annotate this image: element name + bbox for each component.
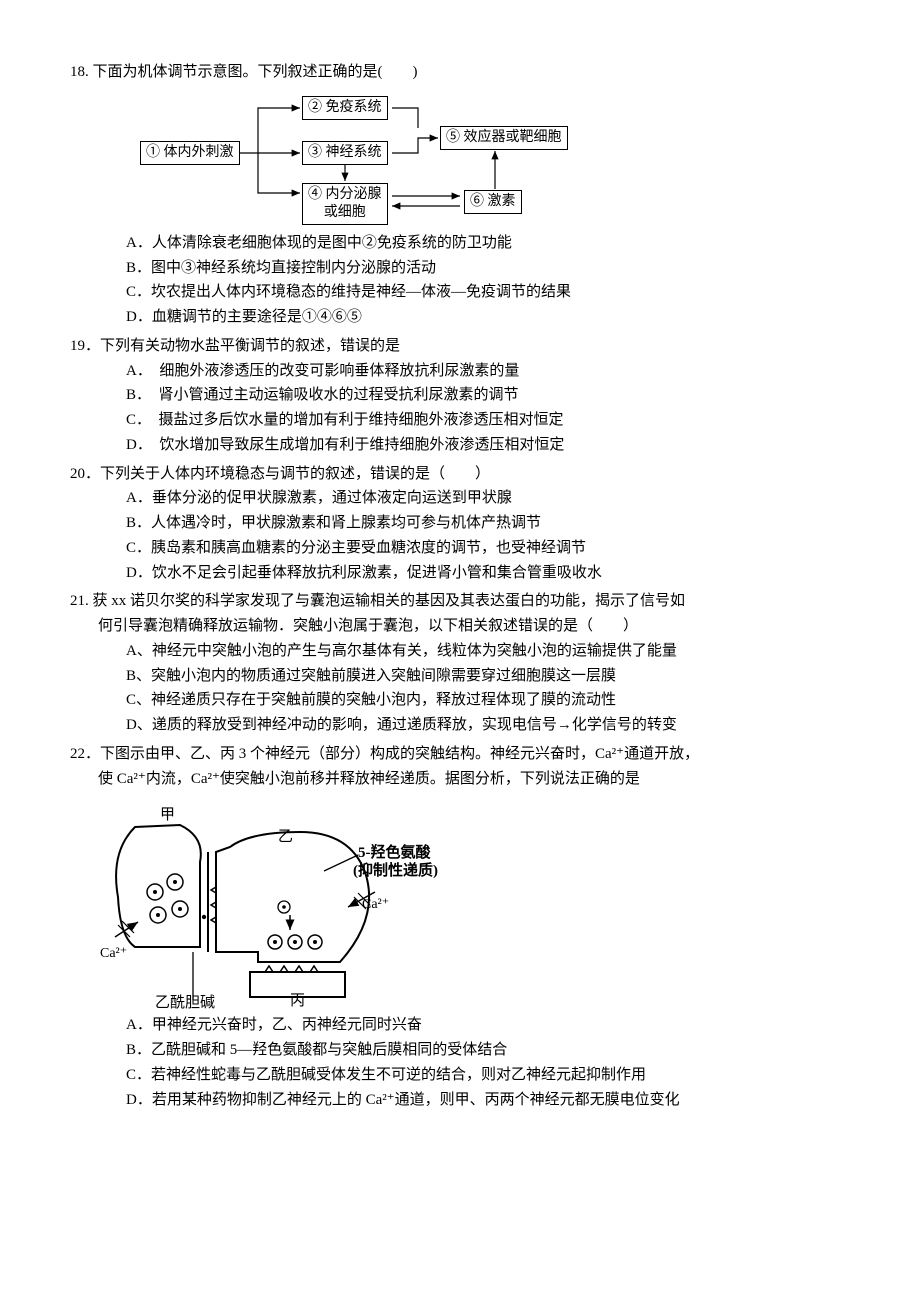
- label-ca-right: Ca²⁺: [362, 893, 389, 916]
- q20-header: 20．下列关于人体内环境稳态与调节的叙述，错误的是（ ）: [70, 462, 850, 487]
- label-jia: 甲: [160, 803, 175, 828]
- q19-header: 19．下列有关动物水盐平衡调节的叙述，错误的是: [70, 334, 850, 359]
- question-22: 22．下图示由甲、乙、丙 3 个神经元（部分）构成的突触结构。神经元兴奋时，Ca…: [70, 742, 850, 1113]
- flow-box-6: ⑥ 激素: [464, 190, 522, 214]
- question-20: 20．下列关于人体内环境稳态与调节的叙述，错误的是（ ） A．垂体分泌的促甲状腺…: [70, 462, 850, 586]
- question-21: 21. 获 xx 诺贝尔奖的科学家发现了与囊泡运输相关的基因及其表达蛋白的功能，…: [70, 589, 850, 738]
- q19-opt-c: C． 摄盐过多后饮水量的增加有利于维持细胞外液渗透压相对恒定: [126, 408, 850, 433]
- q22-opt-d: D．若用某种药物抑制乙神经元上的 Ca²⁺通道，则甲、丙两个神经元都无膜电位变化: [126, 1088, 850, 1113]
- q18-header: 18. 下面为机体调节示意图。下列叙述正确的是( ): [70, 60, 850, 85]
- flow-box-1: ① 体内外刺激: [140, 141, 240, 165]
- q20-opt-a: A．垂体分泌的促甲状腺激素，通过体液定向运送到甲状腺: [126, 486, 850, 511]
- q22-synapse-figure: 甲 乙 丙 乙酰胆碱 5-羟色氨酸 (抑制性递质) Ca²⁺ Ca²⁺: [100, 797, 850, 1007]
- question-19: 19．下列有关动物水盐平衡调节的叙述，错误的是 A． 细胞外液渗透压的改变可影响…: [70, 334, 850, 458]
- q19-opt-a: A． 细胞外液渗透压的改变可影响垂体释放抗利尿激素的量: [126, 359, 850, 384]
- q21-opt-a: A、神经元中突触小泡的产生与高尔基体有关，线粒体为突触小泡的运输提供了能量: [126, 639, 850, 664]
- q21-opt-c: C、神经递质只存在于突触前膜的突触小泡内，释放过程体现了膜的流动性: [126, 688, 850, 713]
- q22-header-line1: 22．下图示由甲、乙、丙 3 个神经元（部分）构成的突触结构。神经元兴奋时，Ca…: [70, 742, 850, 767]
- label-ser2: (抑制性递质): [353, 859, 438, 884]
- label-ca-left: Ca²⁺: [100, 942, 127, 965]
- q19-options: A． 细胞外液渗透压的改变可影响垂体释放抗利尿激素的量 B． 肾小管通过主动运输…: [70, 359, 850, 458]
- flow-box-5: ⑤ 效应器或靶细胞: [440, 126, 568, 150]
- label-yi: 乙: [278, 825, 293, 850]
- q19-opt-b: B． 肾小管通过主动运输吸收水的过程受抗利尿激素的调节: [126, 383, 850, 408]
- q18-opt-c: C．坎农提出人体内环境稳态的维持是神经—体液—免疫调节的结果: [126, 280, 850, 305]
- q22-header-line2: 使 Ca²⁺内流，Ca²⁺使突触小泡前移并释放神经递质。据图分析，下列说法正确的…: [70, 767, 850, 792]
- question-18: 18. 下面为机体调节示意图。下列叙述正确的是( ): [70, 60, 850, 330]
- q22-opt-c: C．若神经性蛇毒与乙酰胆碱受体发生不可逆的结合，则对乙神经元起抑制作用: [126, 1063, 850, 1088]
- q22-options: A．甲神经元兴奋时，乙、丙神经元同时兴奋 B．乙酰胆碱和 5—羟色氨酸都与突触后…: [70, 1013, 850, 1112]
- q21-options: A、神经元中突触小泡的产生与高尔基体有关，线粒体为突触小泡的运输提供了能量 B、…: [70, 639, 850, 738]
- label-bing: 丙: [290, 989, 305, 1014]
- q18-options: A．人体清除衰老细胞体现的是图中②免疫系统的防卫功能 B．图中③神经系统均直接控…: [70, 231, 850, 330]
- q21-header-line1: 21. 获 xx 诺贝尔奖的科学家发现了与囊泡运输相关的基因及其表达蛋白的功能，…: [70, 589, 850, 614]
- q20-opt-c: C．胰岛素和胰高血糖素的分泌主要受血糖浓度的调节，也受神经调节: [126, 536, 850, 561]
- q18-opt-d: D．血糖调节的主要途径是①④⑥⑤: [126, 305, 850, 330]
- flow-box-3: ③ 神经系统: [302, 141, 388, 165]
- q18-flowchart: ① 体内外刺激 ② 免疫系统 ③ 神经系统 ④ 内分泌腺 或细胞 ⑤ 效应器或靶…: [140, 93, 850, 223]
- q21-opt-b: B、突触小泡内的物质通过突触前膜进入突触间隙需要穿过细胞膜这一层膜: [126, 664, 850, 689]
- q22-opt-b: B．乙酰胆碱和 5—羟色氨酸都与突触后膜相同的受体结合: [126, 1038, 850, 1063]
- q18-opt-b: B．图中③神经系统均直接控制内分泌腺的活动: [126, 256, 850, 281]
- q20-options: A．垂体分泌的促甲状腺激素，通过体液定向运送到甲状腺 B．人体遇冷时，甲状腺激素…: [70, 486, 850, 585]
- q20-opt-d: D．饮水不足会引起垂体释放抗利尿激素，促进肾小管和集合管重吸收水: [126, 561, 850, 586]
- q22-opt-a: A．甲神经元兴奋时，乙、丙神经元同时兴奋: [126, 1013, 850, 1038]
- q20-opt-b: B．人体遇冷时，甲状腺激素和肾上腺素均可参与机体产热调节: [126, 511, 850, 536]
- q21-opt-d: D、递质的释放受到神经冲动的影响，通过递质释放，实现电信号→化学信号的转变: [126, 713, 850, 738]
- flow-box-4: ④ 内分泌腺 或细胞: [302, 183, 388, 225]
- q18-opt-a: A．人体清除衰老细胞体现的是图中②免疫系统的防卫功能: [126, 231, 850, 256]
- q21-header-line2: 何引导囊泡精确释放运输物．突触小泡属于囊泡，以下相关叙述错误的是（ ）: [70, 614, 850, 639]
- q19-opt-d: D． 饮水增加导致尿生成增加有利于维持细胞外液渗透压相对恒定: [126, 433, 850, 458]
- label-ach: 乙酰胆碱: [155, 991, 215, 1016]
- flow-box-2: ② 免疫系统: [302, 96, 388, 120]
